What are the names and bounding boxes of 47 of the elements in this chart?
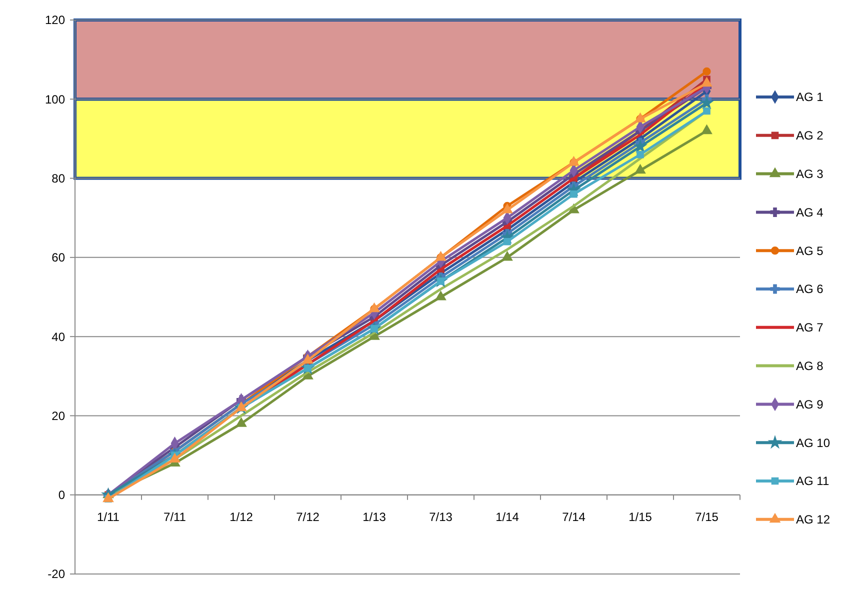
legend-label: AG 8 — [796, 359, 824, 373]
x-tick-label: 7/14 — [562, 510, 586, 524]
point — [700, 96, 713, 108]
point — [435, 290, 446, 300]
point — [502, 251, 513, 261]
x-tick-label: 1/15 — [628, 510, 652, 524]
legend-label: AG 2 — [796, 128, 824, 143]
x-tick-label: 7/15 — [695, 510, 719, 524]
point — [169, 453, 180, 463]
point — [102, 492, 114, 502]
y-tick-label: 100 — [44, 92, 66, 106]
y-tick-label: -20 — [48, 567, 66, 582]
legend-label: AG 11 — [796, 474, 830, 488]
legend-label: AG 5 — [796, 244, 824, 258]
y-tick-label: 20 — [52, 408, 66, 423]
point — [634, 140, 646, 152]
legend-label: AG 4 — [796, 205, 824, 220]
point — [636, 150, 644, 158]
x-tick-label: 7/13 — [429, 510, 453, 524]
x-tick-label: 7/11 — [164, 510, 186, 524]
y-tick-label: 60 — [52, 250, 66, 265]
point — [502, 204, 513, 214]
point — [701, 77, 712, 87]
x-tick-label: 1/14 — [496, 510, 520, 524]
legend-label: AG 3 — [796, 167, 824, 181]
legend-label: AG 7 — [796, 320, 824, 335]
y-tick-label: 40 — [52, 330, 66, 344]
point — [703, 107, 710, 115]
legend-label: AG 12 — [796, 512, 830, 527]
point — [302, 354, 314, 364]
y-tick-label: 0 — [58, 488, 66, 502]
x-tick-label: 1/13 — [362, 510, 386, 524]
y-tick-label: 80 — [52, 171, 66, 186]
x-tick-label: 1/11 — [97, 510, 120, 524]
legend-label: AG 9 — [796, 397, 824, 412]
x-tick-label: 1/12 — [230, 510, 254, 524]
legend-label: AG 10 — [796, 436, 830, 450]
point — [570, 190, 578, 198]
point — [702, 67, 711, 76]
point — [504, 238, 511, 246]
point — [701, 124, 712, 134]
legend-label: AG 1 — [796, 90, 824, 104]
y-tick-label: 120 — [44, 13, 66, 28]
legend-label: AG 6 — [796, 282, 824, 296]
x-tick-label: 7/12 — [296, 510, 320, 524]
point — [634, 164, 646, 174]
point — [236, 418, 247, 427]
